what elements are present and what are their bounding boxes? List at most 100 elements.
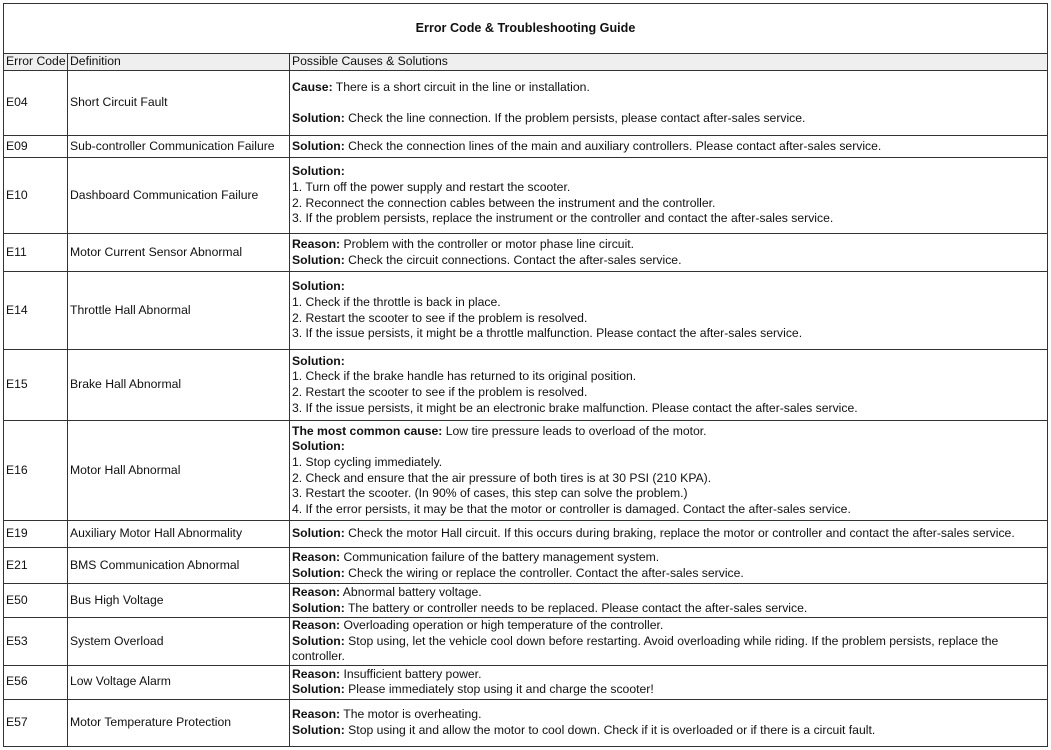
table-row: E09 Sub-controller Communication Failure S… bbox=[3, 135, 1049, 158]
line-text: 1. Check if the throttle is back in plac… bbox=[292, 294, 501, 309]
table-row: E16 Motor Hall Abnormal The most common ca… bbox=[3, 420, 1049, 521]
line-text: Low tire pressure leads to overload of t… bbox=[442, 423, 707, 438]
causes-solutions: Cause: There is a short circuit in the l… bbox=[288, 70, 1049, 136]
causes-solutions: Reason: Communication failure of the bat… bbox=[288, 547, 1049, 584]
line-text: Communication failure of the battery man… bbox=[340, 549, 660, 564]
header-row: Error Code Definition Possible Causes & … bbox=[3, 53, 1049, 71]
causes-solutions: The most common cause: Low tire pressure… bbox=[288, 420, 1049, 521]
cause-line: Reason: Communication failure of the bat… bbox=[292, 550, 1045, 566]
table-row: E56 Low Voltage Alarm Reason: Insufficient… bbox=[3, 664, 1049, 700]
title-row: Error Code & Troubleshooting Guide bbox=[2, 3, 1049, 54]
header-definition: Definition bbox=[67, 53, 290, 71]
table-row: E15 Brake Hall Abnormal Solution: 1. Check … bbox=[3, 349, 1049, 421]
line-label: Solution: bbox=[292, 682, 345, 697]
causes-solutions: Solution: Check the connection lines of … bbox=[288, 135, 1049, 158]
definition: Auxiliary Motor Hall Abnormality bbox=[67, 520, 290, 548]
line-text: 2. Restart the scooter to see if the pro… bbox=[292, 385, 588, 399]
cause-line: Reason: Overloading operation or high te… bbox=[292, 618, 1045, 633]
cause-line: 2. Restart the scooter to see if the pro… bbox=[292, 311, 1045, 327]
line-text: Problem with the controller or motor pha… bbox=[340, 236, 635, 251]
line-label: Reason: bbox=[292, 549, 341, 564]
definition: Bus High Voltage bbox=[67, 583, 290, 618]
cause-line: 1. Check if the throttle is back in plac… bbox=[292, 295, 1045, 311]
causes-solutions: Reason: The motor is overheating. Solutio… bbox=[288, 698, 1049, 747]
cause-line: Solution: bbox=[292, 439, 1045, 455]
error-code: E19 bbox=[3, 520, 68, 548]
line-text: 4. If the error persists, it may be that… bbox=[292, 501, 851, 516]
causes-solutions: Reason: Abnormal battery voltage. Solutio… bbox=[288, 583, 1049, 618]
table-row: E11 Motor Current Sensor Abnormal Reason: … bbox=[3, 233, 1049, 272]
error-code: E14 bbox=[3, 271, 68, 350]
line-text: 3. Restart the scooter. (In 90% of cases… bbox=[292, 486, 688, 501]
table-row: E04 Short Circuit Fault Cause: There is a … bbox=[3, 70, 1049, 136]
cause-line: 1. Turn off the power supply and restart… bbox=[292, 180, 1045, 196]
error-code: E57 bbox=[3, 698, 68, 747]
line-text: Check the circuit connections. Contact t… bbox=[344, 252, 682, 267]
cause-line: 1. Check if the brake handle has returne… bbox=[292, 369, 1045, 385]
causes-solutions: Reason: Problem with the controller or m… bbox=[288, 233, 1049, 272]
cause-line: Solution: Stop using it and allow the mo… bbox=[292, 723, 1045, 739]
table-row: E53 System Overload Reason: Overloading op… bbox=[3, 617, 1049, 666]
cause-line: Reason: Insufficient battery power. bbox=[292, 667, 1045, 683]
error-code: E53 bbox=[3, 617, 68, 666]
cause-line: Reason: Problem with the controller or m… bbox=[292, 237, 1045, 253]
cause-line: 2. Restart the scooter to see if the pro… bbox=[292, 385, 1045, 401]
definition: Throttle Hall Abnormal bbox=[67, 271, 290, 350]
cause-line: Reason: The motor is overheating. bbox=[292, 707, 1045, 723]
cause-line: 3. Restart the scooter. (In 90% of cases… bbox=[292, 486, 1045, 502]
cause-line: Cause: There is a short circuit in the l… bbox=[292, 80, 1045, 96]
causes-solutions: Solution: 1. Turn off the power supply an… bbox=[288, 157, 1049, 234]
line-text: Stop using, let the vehicle cool down be… bbox=[292, 633, 999, 664]
line-text: The battery or controller needs to be re… bbox=[344, 600, 808, 615]
cause-line: Solution: Check the line connection. If … bbox=[292, 111, 1045, 127]
cause-line: Solution: Check the motor Hall circuit. … bbox=[292, 526, 1045, 542]
spacer bbox=[292, 96, 1045, 111]
definition: Sub-controller Communication Failure bbox=[67, 135, 290, 158]
causes-solutions: Reason: Overloading operation or high te… bbox=[288, 617, 1049, 666]
table-row: E21 BMS Communication Abnormal Reason: Com… bbox=[3, 547, 1049, 584]
error-code: E16 bbox=[3, 420, 68, 521]
definition: Motor Temperature Protection bbox=[67, 698, 290, 747]
line-label: Cause: bbox=[292, 79, 333, 94]
line-label: Solution: bbox=[292, 110, 345, 125]
cause-line: 2. Reconnect the connection cables betwe… bbox=[292, 196, 1045, 212]
line-text: The motor is overheating. bbox=[340, 707, 482, 722]
line-label: Solution: bbox=[292, 252, 345, 267]
table-row: E14 Throttle Hall Abnormal Solution: 1. Che… bbox=[3, 271, 1049, 350]
causes-solutions: Solution: 1. Check if the brake handle ha… bbox=[288, 349, 1049, 421]
table-row: E57 Motor Temperature Protection Reason: T… bbox=[3, 698, 1049, 747]
line-text: Check the connection lines of the main a… bbox=[344, 138, 882, 153]
cause-line: Solution: Check the connection lines of … bbox=[292, 139, 1045, 155]
troubleshooting-table: Error Code & Troubleshooting Guide Error… bbox=[2, 3, 1049, 747]
line-text: There is a short circuit in the line or … bbox=[332, 79, 590, 94]
error-code: E09 bbox=[3, 135, 68, 158]
line-label: The most common cause: bbox=[292, 423, 443, 438]
line-text: 1. Turn off the power supply and restart… bbox=[292, 179, 571, 194]
definition: Dashboard Communication Failure bbox=[67, 157, 290, 234]
line-label: Solution: bbox=[292, 164, 345, 179]
line-text: Check the motor Hall circuit. If this oc… bbox=[344, 526, 1015, 541]
causes-solutions: Reason: Insufficient battery power. Solut… bbox=[288, 664, 1049, 700]
line-text: Check the line connection. If the proble… bbox=[344, 110, 806, 125]
cause-line: Solution: Check the wiring or replace th… bbox=[292, 566, 1045, 582]
cause-line: Solution: bbox=[292, 279, 1045, 295]
line-label: Reason: bbox=[292, 584, 341, 599]
table-row: E50 Bus High Voltage Reason: Abnormal batt… bbox=[3, 583, 1049, 618]
header-error-code: Error Code bbox=[3, 53, 68, 71]
cause-line: 4. If the error persists, it may be that… bbox=[292, 502, 1045, 518]
error-code: E15 bbox=[3, 349, 68, 421]
definition: System Overload bbox=[67, 617, 290, 666]
cause-line: Reason: Abnormal battery voltage. bbox=[292, 585, 1045, 601]
line-text: Overloading operation or high temperatur… bbox=[340, 618, 664, 632]
definition: BMS Communication Abnormal bbox=[67, 547, 290, 584]
line-text: 3. If the issue persists, it might be a … bbox=[292, 326, 803, 341]
cause-line: Solution: The battery or controller need… bbox=[292, 601, 1045, 617]
line-label: Reason: bbox=[292, 707, 341, 722]
line-text: Please immediately stop using it and cha… bbox=[344, 682, 654, 697]
cause-line: Solution: bbox=[292, 164, 1045, 180]
line-label: Solution: bbox=[292, 279, 345, 294]
error-code: E21 bbox=[3, 547, 68, 584]
error-code: E56 bbox=[3, 664, 68, 700]
line-label: Solution: bbox=[292, 600, 345, 615]
line-text: 2. Reconnect the connection cables betwe… bbox=[292, 195, 716, 210]
